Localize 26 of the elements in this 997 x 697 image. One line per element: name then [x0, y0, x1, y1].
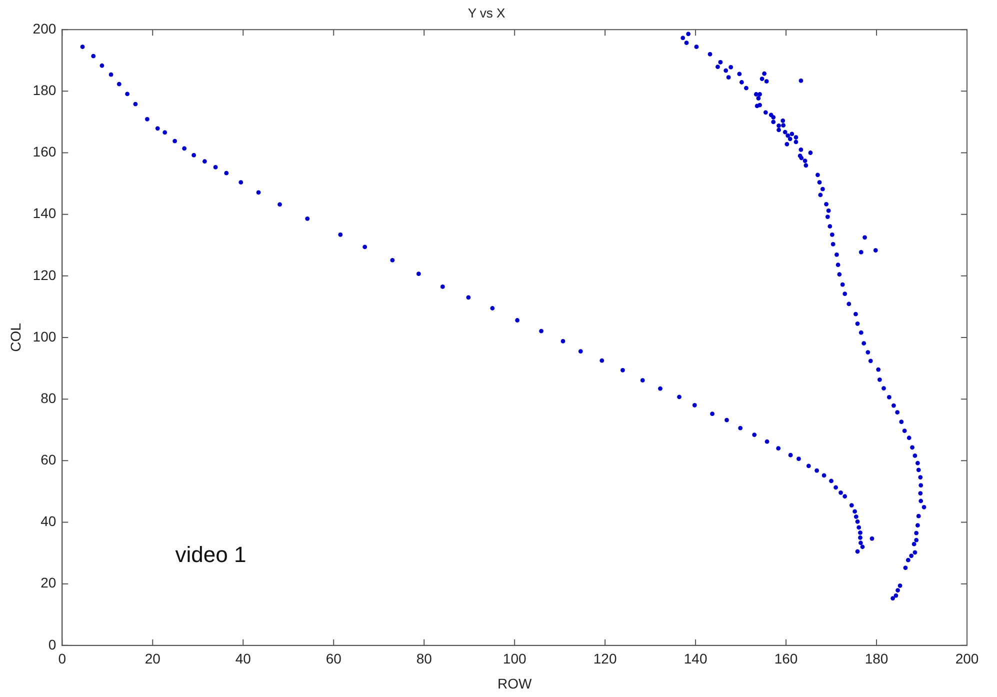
x-tick-label: 180: [864, 650, 888, 667]
y-tick-label: 140: [32, 205, 56, 222]
y-tick-label: 120: [32, 266, 56, 283]
x-tick-label: 200: [955, 650, 979, 667]
y-tick-label: 80: [40, 390, 56, 406]
y-tick-label: 40: [40, 513, 56, 530]
x-axis-title: ROW: [497, 675, 532, 692]
y-tick-label: 160: [32, 144, 56, 160]
y-tick-label: 180: [32, 82, 56, 98]
x-tick-label: 140: [684, 650, 708, 667]
y-tick-label: 200: [32, 20, 56, 36]
y-tick-label: 60: [40, 452, 56, 468]
x-tick-label: 20: [144, 650, 161, 667]
x-tick-label: 60: [326, 650, 342, 667]
y-tick-label: 20: [40, 574, 56, 591]
y-axis-title: COL: [7, 322, 24, 352]
x-tick-label: 100: [502, 650, 526, 667]
x-tick-label: 120: [593, 650, 617, 667]
x-tick-label: 160: [774, 650, 798, 667]
annotation: video 1: [175, 542, 246, 568]
x-tick-label: 80: [416, 650, 432, 667]
y-tick-label: 100: [32, 328, 56, 344]
chart-title: Y vs X: [468, 5, 506, 20]
x-tick-label: 40: [235, 650, 252, 667]
y-tick-label: 0: [48, 636, 56, 652]
x-tick-label: 0: [58, 650, 66, 667]
